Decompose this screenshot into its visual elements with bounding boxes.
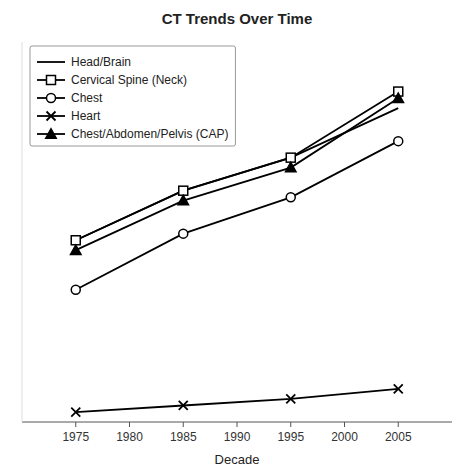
point: [286, 193, 295, 202]
x-tick: [344, 422, 345, 427]
x-tick-label: 1995: [277, 430, 304, 444]
x-tick: [237, 422, 238, 427]
legend-marker: [47, 76, 56, 85]
legend: Head/Brain Cervical Spine (Neck) Chest Hear…: [30, 46, 235, 146]
point: [178, 195, 189, 205]
point: [179, 229, 188, 238]
point: [71, 236, 80, 245]
legend-item: Chest: [37, 91, 103, 105]
x-tick-label: 2000: [331, 430, 358, 444]
line: [76, 141, 399, 290]
x-tick-label: 1990: [224, 430, 251, 444]
x-axis-label: Decade: [215, 452, 260, 467]
x-tick-label: 1980: [116, 430, 143, 444]
x-tick: [129, 422, 130, 427]
point: [70, 245, 81, 255]
x-tick: [75, 422, 76, 427]
legend-box: [30, 46, 235, 146]
legend-item: Chest/Abdomen/Pelvis (CAP): [37, 127, 228, 141]
point: [286, 153, 295, 162]
plot-area: [70, 87, 404, 417]
x-tick-label: 1975: [62, 430, 89, 444]
series: [71, 137, 403, 295]
point: [179, 401, 188, 410]
legend-item: Heart: [37, 109, 101, 123]
legend-label: Chest: [71, 91, 103, 105]
x-tick: [183, 422, 184, 427]
title: CT Trends Over Time: [162, 10, 313, 27]
legend-label: Heart: [71, 109, 101, 123]
point: [285, 162, 296, 172]
legend-marker: [46, 129, 57, 139]
legend-item: Cervical Spine (Neck): [37, 73, 187, 87]
point: [394, 137, 403, 146]
series: [71, 384, 403, 416]
x-tick-label: 2005: [385, 430, 412, 444]
legend-marker: [47, 112, 56, 121]
x-tick-label: 1985: [170, 430, 197, 444]
point: [286, 394, 295, 403]
axes: 1975 1980 1985 1990 1995 2000 2005: [22, 42, 452, 444]
x-tick: [398, 422, 399, 427]
point: [393, 93, 404, 103]
legend-line: [37, 61, 65, 63]
point: [394, 384, 403, 393]
line: [76, 389, 399, 412]
point: [179, 186, 188, 195]
legend-item: Head/Brain: [37, 55, 131, 69]
point: [71, 408, 80, 417]
y-range-line: [22, 42, 23, 422]
point: [71, 285, 80, 294]
chart: CT Trends Over Time 1975 1980 1985 1990 1995 2…: [0, 0, 474, 474]
legend-label: Chest/Abdomen/Pelvis (CAP): [71, 127, 228, 141]
legend-marker: [47, 94, 56, 103]
legend-label: Cervical Spine (Neck): [71, 73, 187, 87]
x-tick: [290, 422, 291, 427]
legend-label: Head/Brain: [71, 55, 131, 69]
